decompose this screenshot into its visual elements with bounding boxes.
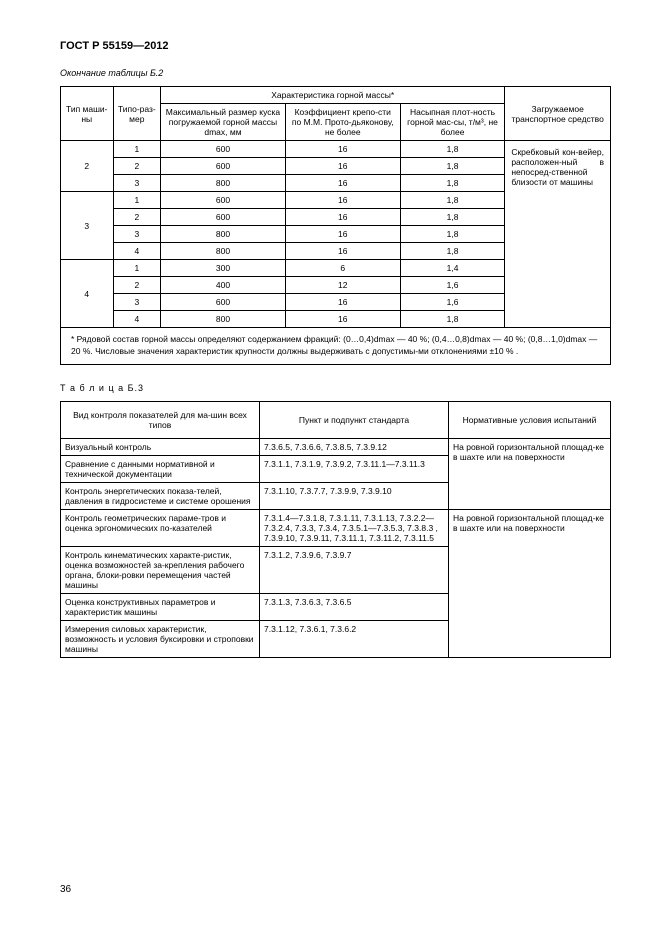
cell-norm: На ровной горизонтальной площад-ке в шах… [449,509,611,657]
cell-clause: 7.3.1.2, 7.3.9.6, 7.3.9.7 [260,546,449,593]
cell-maxsize: 400 [161,277,286,294]
cell-density: 1,4 [400,260,505,277]
cell-maxsize: 300 [161,260,286,277]
cell-control: Визуальный контроль [61,438,260,455]
header-norm: Нормативные условия испытаний [449,401,611,438]
table-row: Контроль геометрических параме-тров и оц… [61,509,611,546]
cell-coef: 16 [285,294,400,311]
cell-maxsize: 600 [161,294,286,311]
header-transport: Загружаемое транспортное средство [505,87,611,141]
cell-density: 1,8 [400,209,505,226]
header-coef: Коэффициент крепо-сти по М.М. Прото-дьяк… [285,104,400,141]
cell-maxsize: 600 [161,192,286,209]
cell-size: 4 [113,311,161,328]
cell-control: Оценка конструктивных параметров и харак… [61,593,260,620]
cell-coef: 16 [285,192,400,209]
cell-size: 4 [113,243,161,260]
cell-clause: 7.3.1.12, 7.3.6.1, 7.3.6.2 [260,620,449,657]
table-b3-caption: Т а б л и ц а Б.3 [60,383,611,393]
cell-maxsize: 600 [161,158,286,175]
cell-clause: 7.3.1.10, 7.3.7.7, 7.3.9.9, 7.3.9.10 [260,482,449,509]
cell-coef: 16 [285,175,400,192]
cell-control: Контроль кинематических характе-ристик, … [61,546,260,593]
cell-density: 1,8 [400,311,505,328]
cell-coef: 16 [285,158,400,175]
cell-control: Измерения силовых характеристик, возможн… [61,620,260,657]
cell-size: 2 [113,209,161,226]
header-maxsize: Максимальный размер куска погружаемой го… [161,104,286,141]
cell-clause: 7.3.1.3, 7.3.6.3, 7.3.6.5 [260,593,449,620]
header-control: Вид контроля показателей для ма-шин всех… [61,401,260,438]
cell-coef: 6 [285,260,400,277]
cell-size: 2 [113,277,161,294]
table-row: 2 1 600 16 1,8 Скребковый кон-вейер, рас… [61,141,611,158]
cell-coef: 16 [285,311,400,328]
cell-control: Сравнение с данными нормативной и технич… [61,455,260,482]
cell-size: 3 [113,175,161,192]
cell-density: 1,8 [400,192,505,209]
cell-coef: 12 [285,277,400,294]
cell-control: Контроль геометрических параме-тров и оц… [61,509,260,546]
cell-maxsize: 800 [161,226,286,243]
cell-size: 1 [113,192,161,209]
page-number: 36 [60,884,71,895]
cell-maxsize: 800 [161,243,286,260]
cell-type: 4 [61,260,114,328]
cell-density: 1,8 [400,226,505,243]
cell-clause: 7.3.1.1, 7.3.1.9, 7.3.9.2, 7.3.11.1—7.3.… [260,455,449,482]
cell-maxsize: 600 [161,141,286,158]
header-density: Насыпная плот-ность горной мас-сы, т/м³,… [400,104,505,141]
cell-coef: 16 [285,226,400,243]
cell-density: 1,6 [400,277,505,294]
document-title: ГОСТ Р 55159—2012 [60,40,611,52]
cell-coef: 16 [285,141,400,158]
cell-maxsize: 800 [161,175,286,192]
cell-norm: На ровной горизонтальной площад-ке в шах… [449,438,611,509]
cell-density: 1,8 [400,175,505,192]
header-char: Характеристика горной массы* [161,87,505,104]
footnote: * Рядовой состав горной массы определяют… [61,328,611,365]
cell-maxsize: 600 [161,209,286,226]
cell-control: Контроль энергетических показа-телей, да… [61,482,260,509]
cell-size: 3 [113,294,161,311]
cell-maxsize: 800 [161,311,286,328]
table-row: * Рядовой состав горной массы определяют… [61,328,611,365]
cell-size: 1 [113,141,161,158]
page: ГОСТ Р 55159—2012 Окончание таблицы Б.2 … [0,0,661,935]
cell-clause: 7.3.1.4—7.3.1.8, 7.3.1.11, 7.3.1.13, 7.3… [260,509,449,546]
cell-type: 2 [61,141,114,192]
table-row: Тип маши-ны Типо-раз-мер Характеристика … [61,87,611,104]
cell-size: 1 [113,260,161,277]
header-typesize: Типо-раз-мер [113,87,161,141]
cell-density: 1,6 [400,294,505,311]
table-b2: Тип маши-ны Типо-раз-мер Характеристика … [60,86,611,365]
cell-clause: 7.3.6.5, 7.3.6.6, 7.3.8.5, 7.3.9.12 [260,438,449,455]
cell-coef: 16 [285,209,400,226]
cell-size: 3 [113,226,161,243]
table-b2-caption: Окончание таблицы Б.2 [60,68,611,78]
cell-coef: 16 [285,243,400,260]
cell-density: 1,8 [400,243,505,260]
cell-size: 2 [113,158,161,175]
cell-type: 3 [61,192,114,260]
cell-transport: Скребковый кон-вейер, расположен-ный в н… [505,141,611,328]
table-b3: Вид контроля показателей для ма-шин всех… [60,401,611,658]
table-row: Вид контроля показателей для ма-шин всех… [61,401,611,438]
cell-density: 1,8 [400,158,505,175]
cell-density: 1,8 [400,141,505,158]
header-clause: Пункт и подпункт стандарта [260,401,449,438]
header-type: Тип маши-ны [61,87,114,141]
table-row: Визуальный контроль 7.3.6.5, 7.3.6.6, 7.… [61,438,611,455]
